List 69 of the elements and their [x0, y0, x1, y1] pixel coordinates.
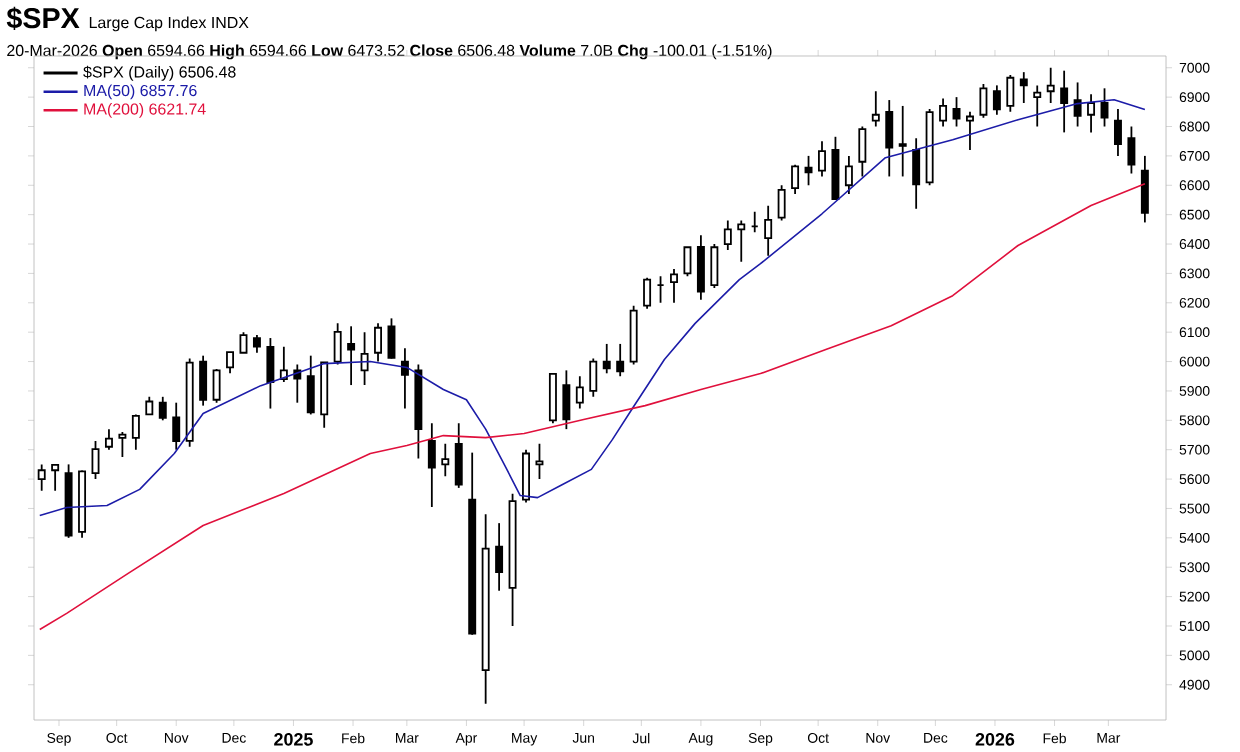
candlestick	[414, 363, 423, 460]
candlestick	[522, 448, 530, 504]
candlestick	[131, 413, 140, 451]
candlestick	[400, 347, 409, 410]
candlestick	[279, 345, 288, 384]
candlestick	[51, 463, 60, 492]
candlestick	[172, 401, 181, 451]
candlestick	[1060, 69, 1069, 134]
chart-title: $SPX	[6, 6, 80, 31]
candlestick	[589, 357, 598, 398]
candlestick	[1019, 71, 1028, 104]
candlestick	[427, 422, 436, 508]
candlestick	[239, 331, 248, 354]
x-tick-label: 2026	[975, 733, 1015, 746]
candlestick	[737, 219, 746, 263]
candlestick	[925, 107, 934, 187]
candlestick	[912, 137, 921, 210]
candlestick	[1113, 107, 1122, 157]
candlestick	[1033, 84, 1042, 128]
candlestick	[966, 110, 974, 151]
candlestick	[1140, 154, 1149, 224]
candlestick	[575, 375, 584, 410]
candlestick	[548, 372, 557, 425]
candlestick	[939, 97, 948, 128]
candlestick	[78, 469, 87, 539]
candlestick	[777, 184, 786, 222]
candlestick	[643, 276, 652, 310]
candlestick	[91, 439, 100, 480]
candlestick	[1087, 93, 1096, 134]
candlestick	[37, 463, 46, 492]
candlestick	[347, 325, 356, 386]
candlestick	[764, 204, 773, 257]
candlestick	[871, 90, 880, 128]
candlestick	[481, 513, 490, 705]
candlestick	[723, 219, 732, 251]
candlestick	[1006, 74, 1015, 113]
line-series	[38, 98, 1146, 517]
candlestick	[670, 268, 678, 304]
candlestick	[1046, 66, 1055, 104]
candlestick	[629, 304, 638, 366]
x-tick-label: 2025	[274, 733, 313, 746]
candlestick	[441, 442, 450, 478]
candlestick	[696, 234, 705, 301]
candlestick	[898, 105, 907, 178]
candlestick	[118, 431, 127, 458]
candlestick	[791, 163, 800, 195]
candlestick	[844, 154, 853, 195]
candlestick	[818, 140, 826, 178]
candlestick	[104, 428, 113, 451]
candlestick	[360, 331, 369, 386]
candlestick	[508, 492, 517, 627]
candlestick	[226, 350, 235, 375]
candlestick	[199, 354, 208, 407]
candlestick	[683, 246, 692, 278]
candlestick	[858, 125, 867, 178]
candlestick	[185, 357, 194, 448]
candlestick	[992, 84, 1001, 116]
candlestick	[145, 395, 154, 416]
candlestick	[535, 442, 544, 480]
candlestick	[333, 322, 342, 366]
candlestick	[750, 210, 759, 234]
candlestick	[885, 99, 894, 178]
candlestick	[495, 522, 504, 592]
candlestick	[656, 275, 665, 304]
candlestick	[374, 322, 382, 363]
candlestick	[979, 83, 988, 119]
candlestick	[212, 368, 221, 404]
candlestick	[710, 243, 719, 289]
candlestick	[320, 360, 329, 429]
